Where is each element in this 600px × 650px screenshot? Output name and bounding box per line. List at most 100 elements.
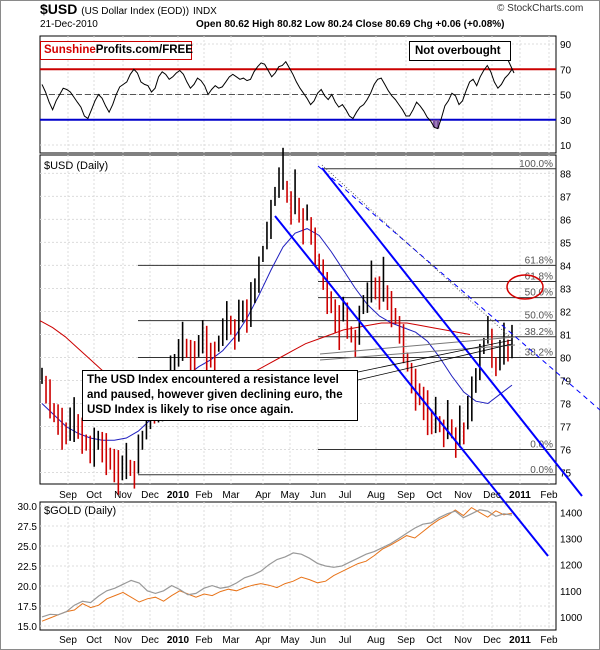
x-label: Sep <box>397 635 415 646</box>
fib-label: 0.0% <box>530 465 553 476</box>
x-label: Mar <box>222 490 240 501</box>
x-label: Jul <box>339 490 352 501</box>
channel-lower <box>274 215 549 557</box>
tick-label-left: 17.5 <box>18 602 38 613</box>
x-label: Sep <box>59 490 77 501</box>
x-label: Dec <box>483 635 501 646</box>
x-label: May <box>281 635 300 646</box>
tick-label-right: 1400 <box>560 508 583 519</box>
branding-badge: SunshineProfits.com/FREE <box>40 41 193 60</box>
tick-label: 70 <box>560 65 572 76</box>
x-label: Apr <box>255 490 271 501</box>
chart-symbol: $USD (US Dollar Index (EOD)) INDX <box>40 1 217 17</box>
tick-label-right: 1100 <box>560 587 582 598</box>
branding-part1: Sunshine <box>44 44 96 56</box>
tick-label-right: 1200 <box>560 561 583 572</box>
tick-label: 10 <box>560 141 572 152</box>
x-label: Feb <box>540 635 558 646</box>
rsi-line <box>41 60 513 130</box>
dashed-resistance <box>317 165 600 411</box>
fib-label: 61.8% <box>525 255 553 266</box>
x-label: May <box>281 490 300 501</box>
tick-label: 81 <box>560 330 572 341</box>
callout-pointer <box>507 59 515 74</box>
x-label: Feb <box>540 490 558 501</box>
tick-label: 85 <box>560 238 572 249</box>
x-label: Feb <box>195 490 213 501</box>
fib-label: 100.0% <box>519 159 553 170</box>
x-label: Oct <box>426 635 442 646</box>
tick-label: 80 <box>560 353 572 364</box>
x-label: Apr <box>255 635 271 646</box>
x-label: Dec <box>483 490 501 501</box>
price-panel-title: $USD (Daily) <box>44 160 108 172</box>
x-label: Sep <box>59 635 77 646</box>
analysis-annotation: The USD Index encountered a resistance l… <box>82 370 358 421</box>
x-label: Jul <box>339 635 352 646</box>
annotation-pointer-1 <box>357 343 513 381</box>
price-y-ticks: 7576777879808182838485868788 <box>560 169 572 479</box>
x-label: Nov <box>454 635 472 646</box>
x-label: Mar <box>222 635 240 646</box>
tick-label: 83 <box>560 284 572 295</box>
tick-label: 82 <box>560 307 572 318</box>
x-label: Aug <box>367 490 385 501</box>
dotted-line <box>321 164 511 338</box>
source-credit: © StockCharts.com <box>497 3 584 14</box>
tick-label: 86 <box>560 215 572 226</box>
tick-label: 87 <box>560 192 572 203</box>
trend-channel <box>274 167 583 557</box>
branding-part2: Profits.com/FREE <box>95 44 193 56</box>
x-label: 2010 <box>167 635 190 646</box>
ohlc-readout: Open 80.62 High 80.82 Low 80.24 Close 80… <box>196 19 505 30</box>
rsi-y-ticks: 10 30 50 70 90 <box>560 40 572 152</box>
highlight-circle <box>506 274 544 300</box>
support-line <box>319 336 516 355</box>
tick-label: 90 <box>560 40 572 51</box>
x-label: Feb <box>195 635 213 646</box>
fib-label: 50.0% <box>525 288 553 299</box>
symbol-label: $USD <box>40 1 78 17</box>
tick-label: 30 <box>560 116 572 127</box>
tick-label: 88 <box>560 169 572 180</box>
x-label: Jun <box>310 635 326 646</box>
x-axis-labels-gold: Sep Oct Nov Dec 2010 Feb Mar Apr May Jun Jul Aug Sep… <box>59 635 558 646</box>
fib-label: 38.2% <box>525 327 553 338</box>
x-label: 2011 <box>509 635 531 646</box>
x-label: Oct <box>86 490 102 501</box>
x-label: Dec <box>141 490 159 501</box>
x-label: Oct <box>86 635 102 646</box>
gold-panel-title: $GOLD (Daily) <box>44 505 116 517</box>
gold-y-ticks: 15.0 17.5 20.0 22.5 25.0 27.5 30.0 1000 1100 1200… <box>18 502 583 633</box>
annotation-pointer-2 <box>357 339 513 373</box>
gold-line <box>41 509 513 618</box>
tick-label: 50 <box>560 91 572 102</box>
x-label: Sep <box>397 490 415 501</box>
x-label: Dec <box>141 635 159 646</box>
fib-label: 38.2% <box>525 347 553 358</box>
tick-label-left: 22.5 <box>18 562 38 573</box>
tick-label: 84 <box>560 261 572 272</box>
tick-label-left: 15.0 <box>18 622 38 633</box>
tick-label-right: 1000 <box>560 613 583 624</box>
channel-upper <box>321 167 583 497</box>
tick-label-left: 30.0 <box>18 502 38 513</box>
tick-label-left: 27.5 <box>18 522 38 533</box>
x-label: Nov <box>114 490 132 501</box>
tick-label-right: 1300 <box>560 535 583 546</box>
not-overbought-callout: Not overbought <box>409 41 511 61</box>
tick-label: 77 <box>560 422 572 433</box>
usd-price-panel: 100.0% 61.8% 61.8% 50.0% 50.0% 38.2% 38.2% 0.0%… <box>39 147 600 495</box>
symbol-description: (US Dollar Index (EOD)) <box>81 6 190 17</box>
exchange-label: INDX <box>192 6 217 17</box>
x-label: Aug <box>367 635 385 646</box>
x-label: Oct <box>426 490 442 501</box>
x-label: Jun <box>310 490 326 501</box>
x-label: Nov <box>454 490 472 501</box>
tick-label-left: 25.0 <box>18 542 38 553</box>
x-axis-labels-main: Sep Oct Nov Dec 2010 Feb Mar Apr May Jun Jul Aug Sep… <box>59 490 558 501</box>
tick-label-left: 20.0 <box>18 582 38 593</box>
trend-lines <box>317 164 600 411</box>
tick-label: 76 <box>560 445 572 456</box>
chart-date: 21-Dec-2010 <box>40 19 98 30</box>
